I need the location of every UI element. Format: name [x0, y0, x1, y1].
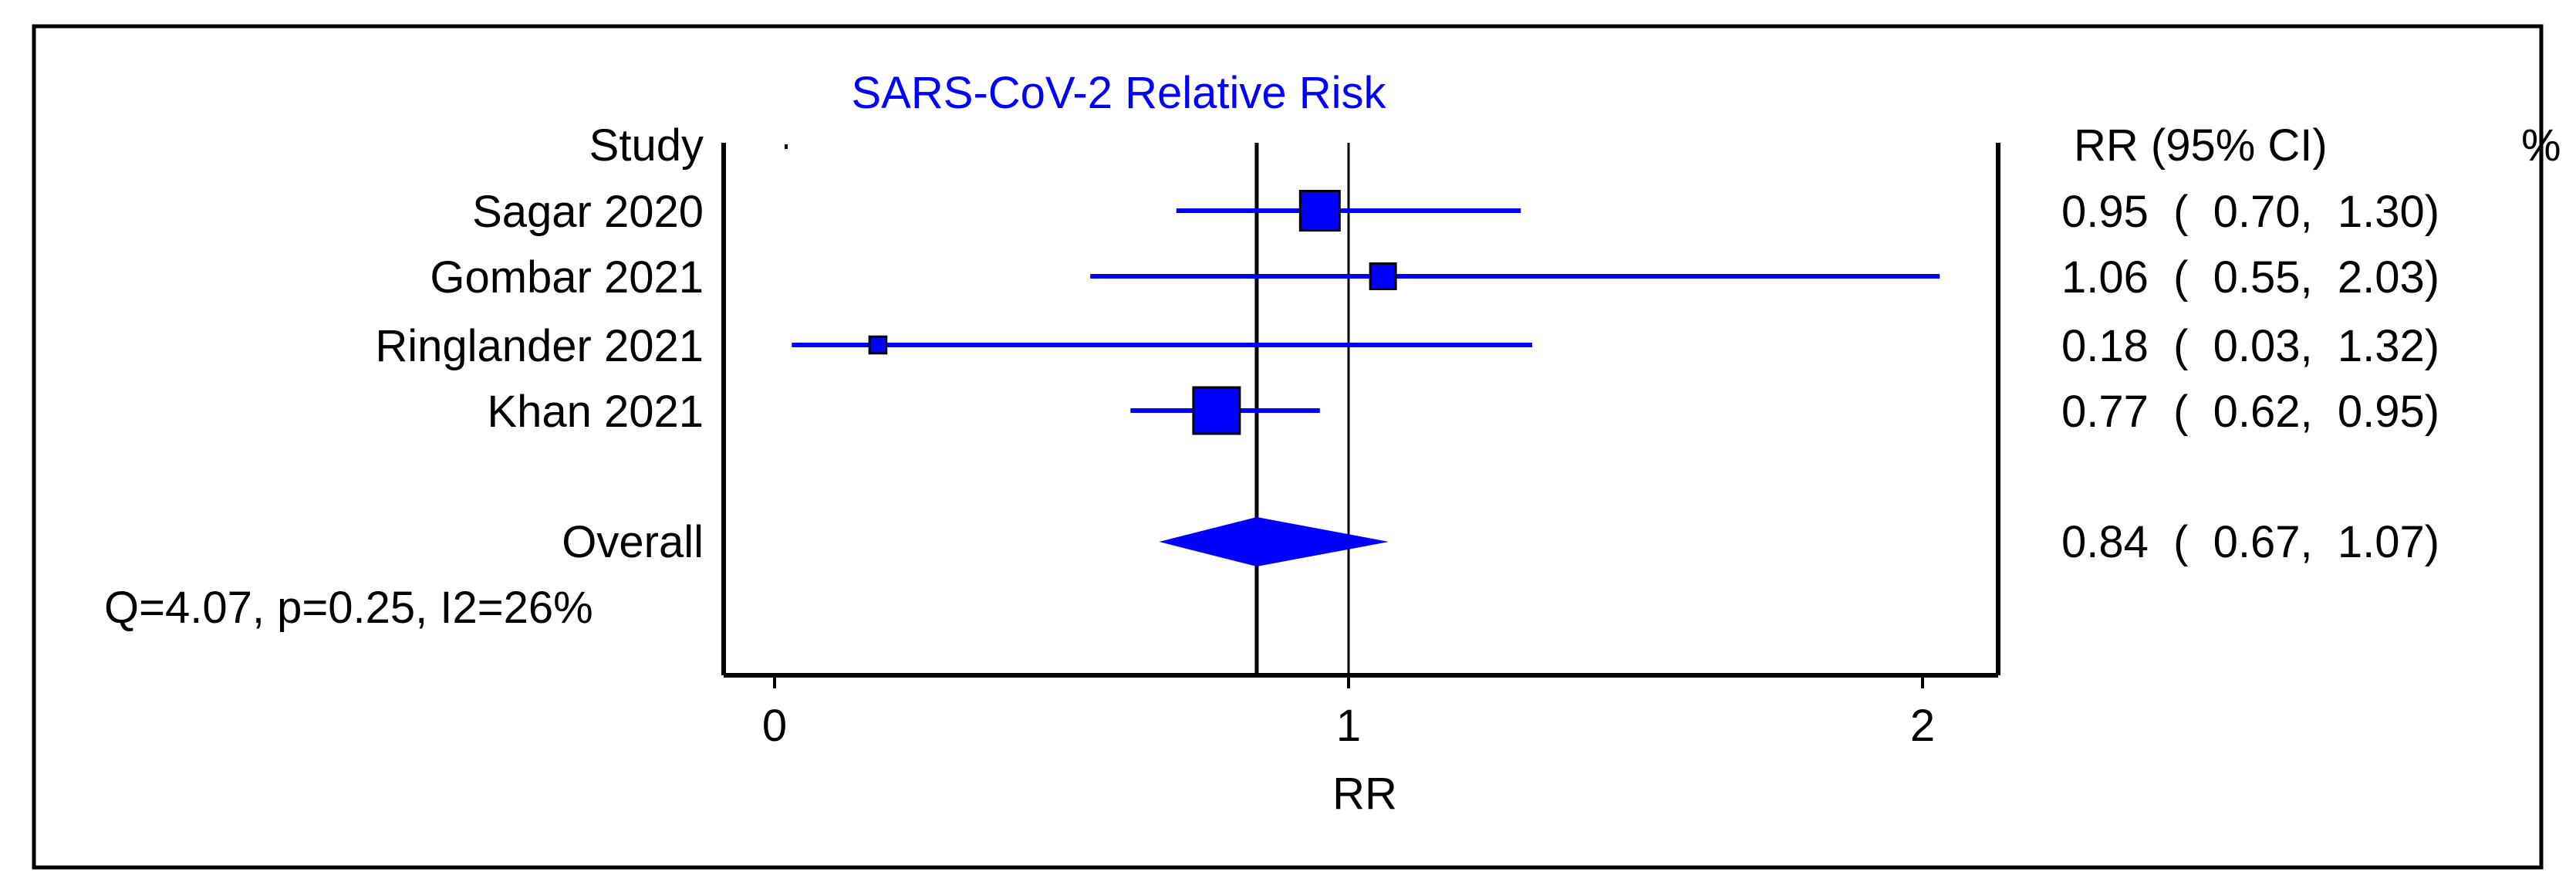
study-name: Sagar 2020: [472, 187, 704, 237]
outer-frame: [32, 24, 2544, 870]
x-tick-label: 2: [1910, 701, 1935, 751]
point-estimate-marker: [1369, 262, 1397, 290]
heterogeneity-stats: Q=4.07, p=0.25, I2=26%: [104, 583, 593, 633]
overall-label: Overall: [562, 517, 704, 567]
point-estimate-marker: [1298, 190, 1341, 232]
effect-column-header: RR (95% CI): [2074, 120, 2328, 171]
study-effect-label: 1.06 ( 0.55, 2.03): [2061, 252, 2439, 303]
chart-title: SARS-CoV-2 Relative Risk: [852, 68, 1387, 118]
study-name: Ringlander 2021: [375, 321, 704, 371]
x-axis-ticks: 0 1 2: [762, 675, 1935, 751]
study-name: Gombar 2021: [430, 252, 704, 303]
overall-diamond: [1159, 517, 1389, 566]
study-effect-label: 0.18 ( 0.03, 1.32): [2061, 321, 2439, 371]
overall-effect-label: 0.84 ( 0.67, 1.07): [2061, 517, 2439, 567]
weight-column-header: %: [2521, 120, 2561, 171]
study-effect-label: 0.77 ( 0.62, 0.95): [2061, 387, 2439, 437]
study-rows: Sagar 2020 0.95 ( 0.70, 1.30) Gombar 2021 1…: [375, 187, 2439, 437]
point-estimate-marker: [868, 335, 888, 355]
study-column-header: Study: [589, 120, 704, 171]
x-axis-label: RR: [1332, 769, 1397, 819]
study-row: Gombar 2021 1.06 ( 0.55, 2.03): [430, 252, 2439, 303]
x-tick-label: 0: [762, 701, 787, 751]
x-tick-label: 1: [1336, 701, 1361, 751]
origin-dot: [785, 144, 788, 149]
study-row: Ringlander 2021 0.18 ( 0.03, 1.32): [375, 321, 2439, 371]
study-effect-label: 0.95 ( 0.70, 1.30): [2061, 187, 2439, 237]
study-row: Sagar 2020 0.95 ( 0.70, 1.30): [472, 187, 2439, 237]
study-row: Khan 2021 0.77 ( 0.62, 0.95): [487, 386, 2439, 437]
study-name: Khan 2021: [487, 387, 704, 437]
point-estimate-marker: [1192, 386, 1241, 435]
